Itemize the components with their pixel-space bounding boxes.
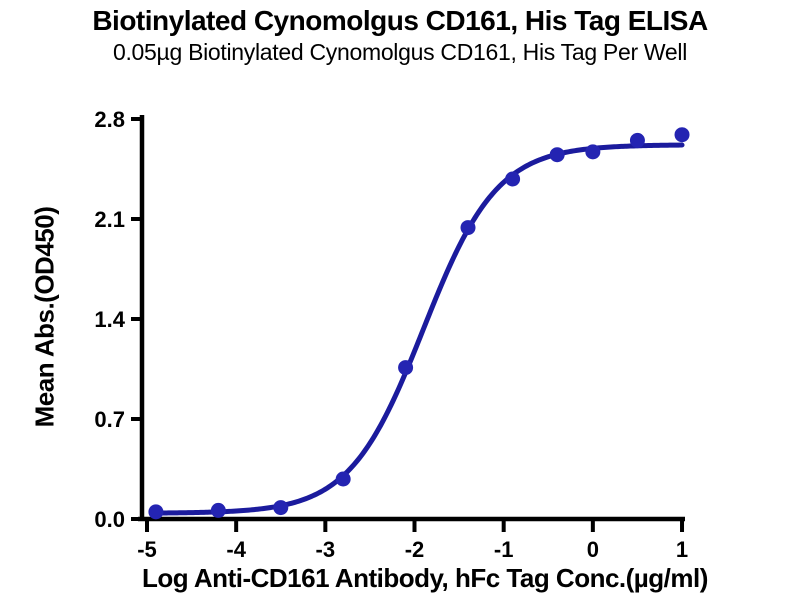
data-point <box>148 504 164 520</box>
data-point <box>505 171 521 187</box>
fit-curve <box>153 142 685 516</box>
data-point <box>273 500 289 516</box>
data-point <box>210 502 226 518</box>
y-axis-label: Mean Abs.(OD450) <box>29 206 60 428</box>
data-point <box>549 147 565 163</box>
x-tick-label: 1 <box>676 537 688 562</box>
data-point <box>460 220 476 236</box>
y-tick-label: 2.1 <box>94 207 125 232</box>
y-tick-label: 2.8 <box>94 107 125 132</box>
y-tick-label: 0.7 <box>94 407 125 432</box>
x-tick-label: 0 <box>587 537 599 562</box>
data-point <box>629 132 645 148</box>
y-tick-label: 1.4 <box>94 307 125 332</box>
data-point <box>585 144 601 160</box>
data-point <box>398 360 414 376</box>
x-tick-label: -4 <box>226 537 246 562</box>
x-tick-label: -5 <box>137 537 157 562</box>
x-tick-label: -2 <box>405 537 425 562</box>
x-axis-label: Log Anti-CD161 Antibody, hFc Tag Conc.(µ… <box>142 563 708 593</box>
data-point <box>674 127 690 143</box>
chart-subtitle: 0.05µg Biotinylated Cynomolgus CD161, Hi… <box>112 39 688 65</box>
chart-title: Biotinylated Cynomolgus CD161, His Tag E… <box>92 5 708 36</box>
y-tick-label: 0.0 <box>94 507 125 532</box>
data-point <box>335 471 351 487</box>
x-tick-label: -3 <box>316 537 336 562</box>
x-tick-label: -1 <box>494 537 514 562</box>
